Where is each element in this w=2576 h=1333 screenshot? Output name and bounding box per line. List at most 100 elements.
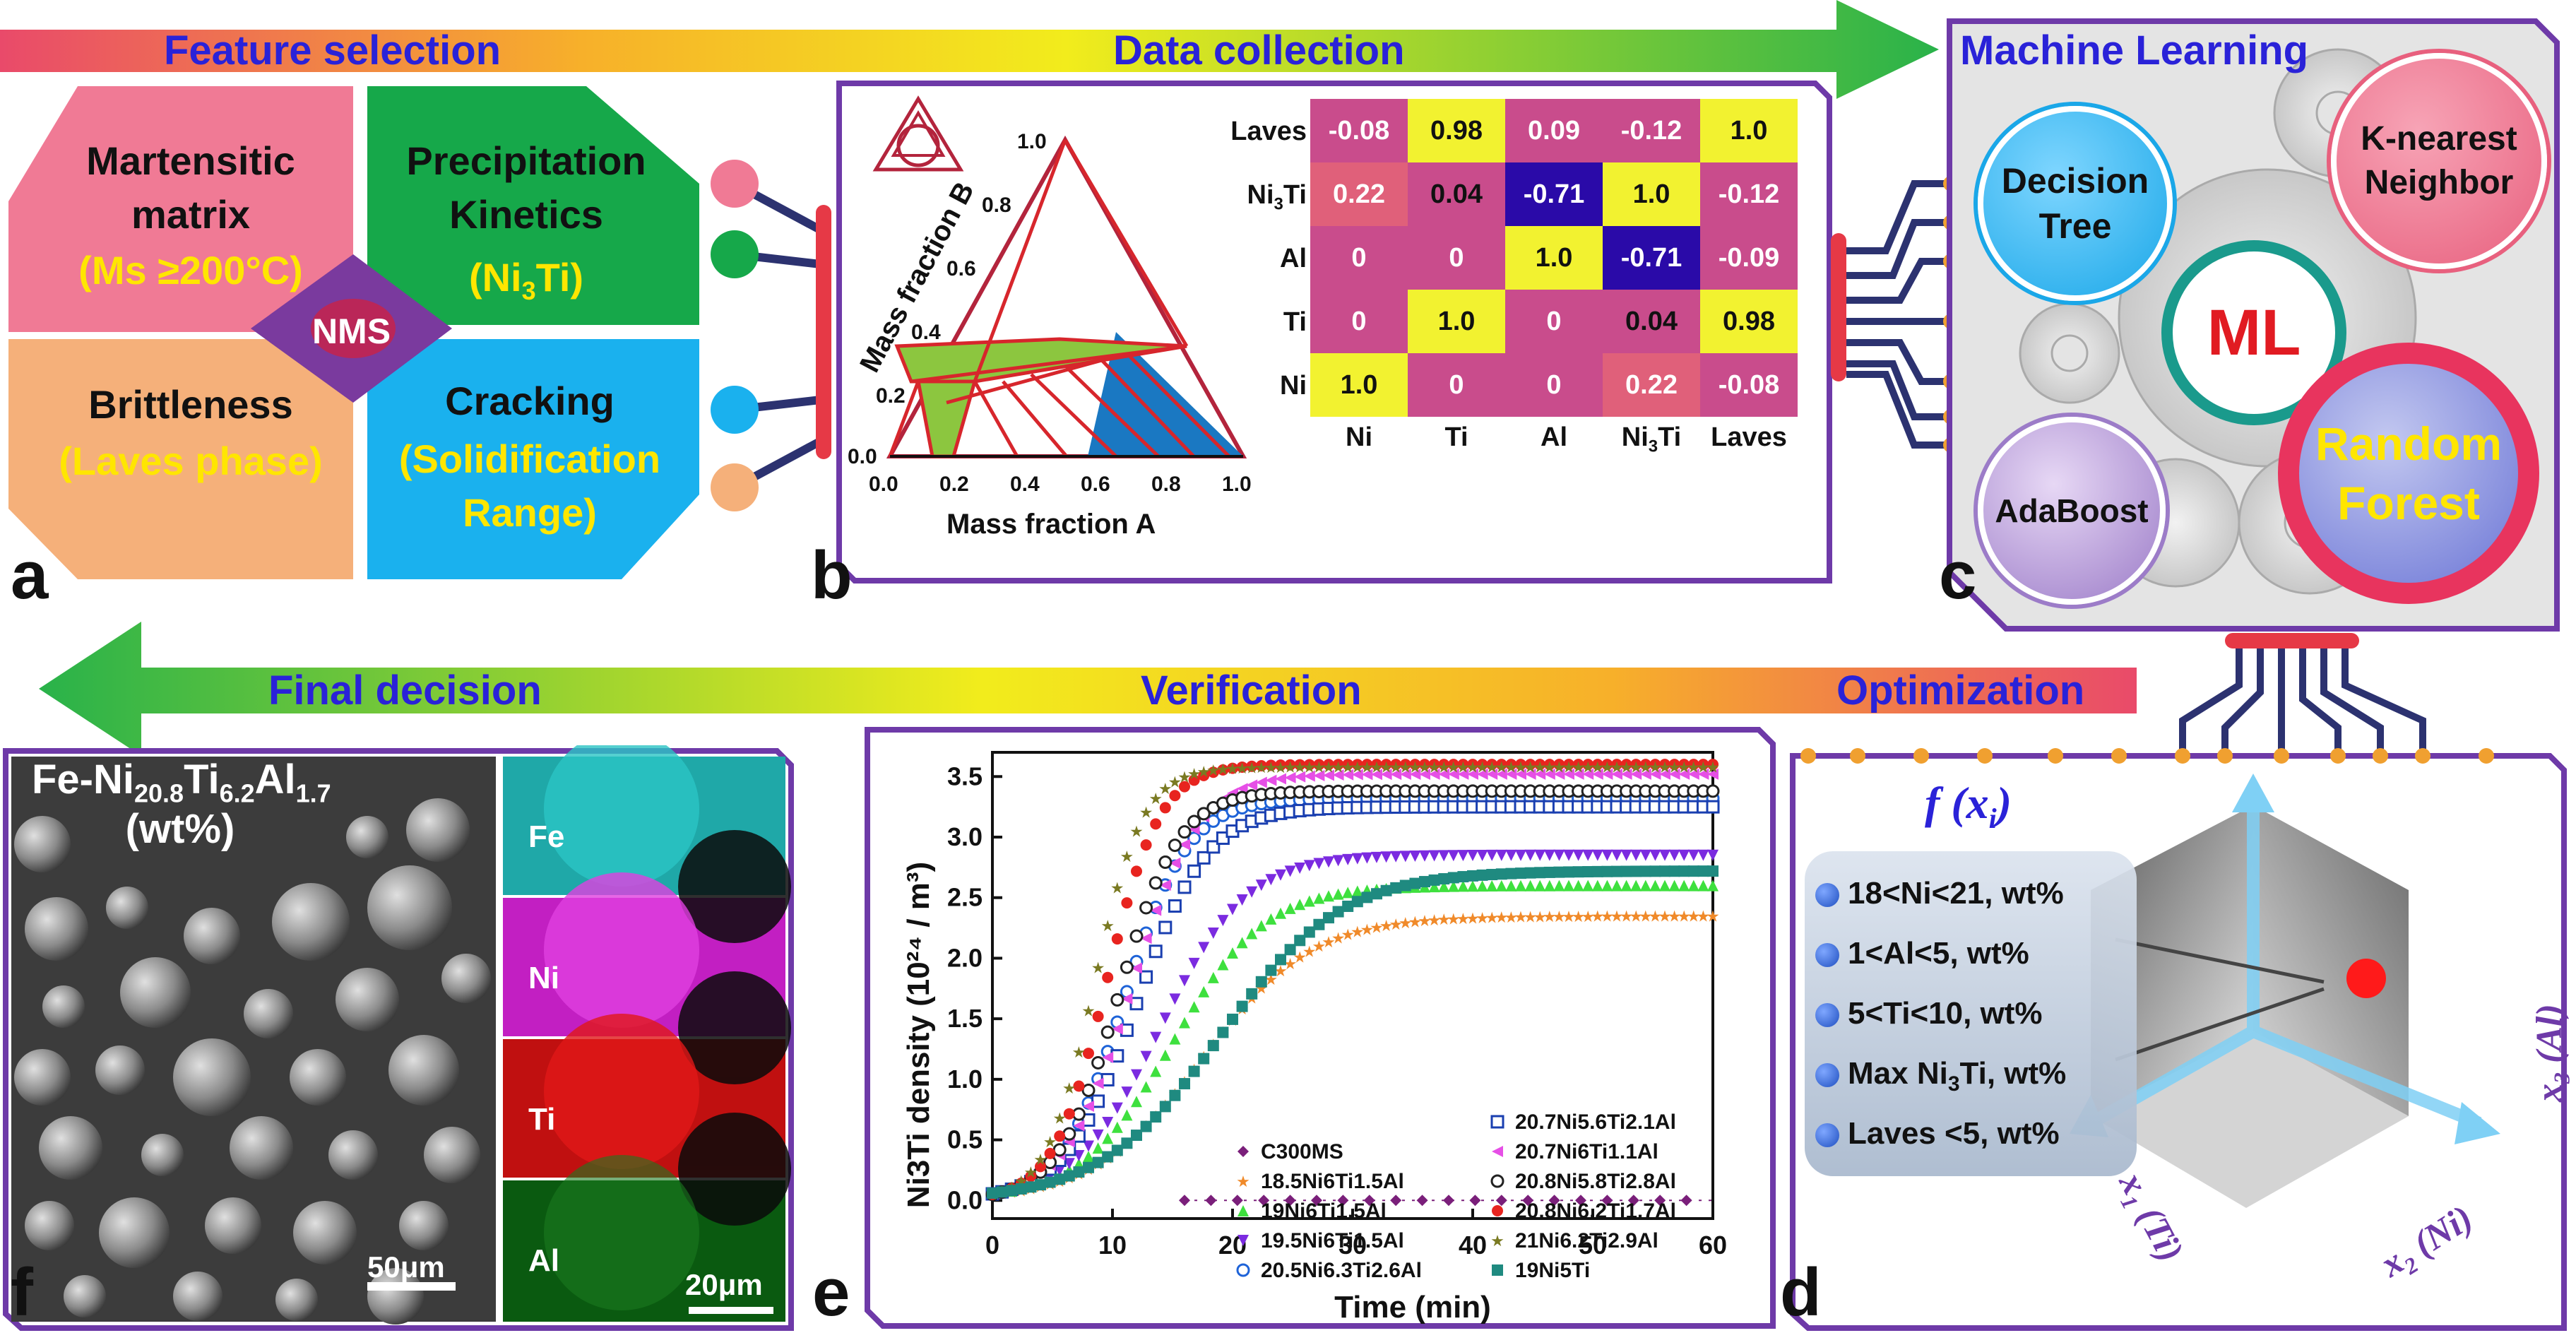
scale-label-right: 20μm: [685, 1268, 763, 1301]
series-marker: ★: [1245, 759, 1259, 776]
series-marker: [1303, 860, 1315, 872]
series-marker: ★: [1437, 911, 1451, 928]
series-marker: [1169, 1089, 1181, 1101]
series-marker: [1131, 865, 1142, 877]
series-marker: [1025, 1171, 1037, 1183]
series-marker: [1639, 849, 1651, 861]
series-marker: [1678, 879, 1690, 891]
series-marker: [1668, 865, 1680, 877]
series-marker: ★: [1351, 923, 1365, 941]
bottom-arrow: [39, 622, 2137, 756]
series-marker: [1158, 855, 1173, 869]
series-marker: ★: [1274, 962, 1288, 980]
series-marker: [1419, 759, 1430, 771]
series-marker: [1265, 774, 1277, 786]
series-marker: [1495, 759, 1507, 771]
series-marker: [1091, 1055, 1105, 1070]
series-marker: [1111, 933, 1123, 945]
series-marker: ★: [1562, 759, 1576, 776]
series-marker: [1591, 865, 1603, 877]
series-marker: [1131, 1096, 1142, 1108]
objective-function: f (xi): [1925, 778, 2012, 834]
series-marker: ★: [1677, 759, 1691, 776]
series-marker: [1188, 774, 1200, 786]
legend-label: 20.8Ni5.8Ti2.8Al: [1515, 1170, 1676, 1193]
bullet-icon: [1815, 883, 1839, 908]
martensitic-detail: (Ms ≥200°C): [78, 248, 303, 292]
ternary-xlabel: Mass fraction A: [946, 509, 1156, 540]
series-marker: [1611, 849, 1622, 861]
series-marker: [1678, 768, 1690, 780]
series-marker: [1668, 759, 1680, 771]
series-marker: [1563, 768, 1574, 780]
series-marker: [1428, 881, 1440, 893]
heatmap-cell: 1.0: [1408, 290, 1505, 353]
series-marker: [1591, 768, 1603, 780]
series-marker: ★: [1629, 759, 1643, 776]
series-marker: [1495, 768, 1507, 780]
series-marker: [1492, 1264, 1503, 1276]
series-marker: [1659, 849, 1670, 861]
series-marker: [1148, 876, 1163, 890]
series-marker: [1428, 768, 1440, 780]
heatmap-cell: 0.04: [1603, 290, 1700, 353]
series-marker: ★: [1428, 759, 1442, 776]
series-marker: [1687, 849, 1699, 861]
series-marker: [1447, 872, 1459, 884]
series-marker: ★: [1033, 1151, 1047, 1168]
series-marker: ★: [1447, 759, 1461, 776]
series-marker: ★: [1418, 759, 1432, 776]
series-marker: [1342, 853, 1354, 865]
series-marker: ★: [1495, 759, 1509, 776]
series-marker: ★: [1091, 959, 1105, 976]
series-marker: ★: [1043, 1133, 1057, 1151]
heatmap-cell: -0.71: [1603, 226, 1700, 290]
series-marker: [1522, 1195, 1534, 1207]
series-marker: ★: [1649, 908, 1663, 925]
series-marker: [1091, 1094, 1105, 1108]
series-marker: [1313, 858, 1325, 870]
series-marker: [1054, 1173, 1066, 1185]
final-decision-label: Final decision: [268, 668, 542, 713]
y-tick-label: 1.0: [947, 1065, 983, 1094]
random-forest-model: Random Forest: [2278, 343, 2539, 604]
brittleness-title: Brittleness: [88, 382, 293, 427]
map-label-ni: Ni: [528, 961, 559, 995]
feature-selection-label: Feature selection: [164, 28, 501, 73]
series-marker: [996, 1186, 1008, 1198]
series-marker: [1534, 849, 1546, 861]
series-marker: ★: [1677, 907, 1691, 925]
series-marker: [1419, 768, 1430, 780]
series-marker: [1601, 759, 1613, 771]
series-marker: ★: [1168, 773, 1182, 790]
series-marker: [1294, 935, 1306, 947]
series-marker: [1284, 771, 1296, 783]
series-marker: [1707, 759, 1719, 771]
series-marker: [1601, 768, 1613, 780]
series-marker: ★: [1476, 759, 1490, 776]
series-marker: [1169, 790, 1181, 802]
series-marker: ★: [1341, 926, 1355, 944]
cracking-detail: (Solidification Range): [398, 437, 661, 535]
series-marker: [1275, 869, 1286, 881]
cracking-octagon: [367, 339, 699, 579]
series-marker: [1216, 831, 1230, 845]
ytick: 0.2: [876, 384, 906, 408]
series-marker: [1323, 912, 1334, 924]
series-marker: ★: [1562, 908, 1576, 925]
heatmap-row-label: Ni3Ti: [1247, 180, 1307, 214]
series-marker: ★: [1408, 759, 1423, 776]
series-marker: [1707, 865, 1719, 877]
series-marker: [1697, 865, 1709, 877]
series-marker: [1187, 864, 1201, 878]
series-marker: ★: [1706, 907, 1720, 925]
series-marker: ★: [1293, 948, 1307, 966]
series-marker: [1332, 906, 1344, 918]
series-marker: [1668, 879, 1680, 891]
series-marker: [1092, 1010, 1104, 1022]
series-marker: [1457, 759, 1469, 771]
legend-label: 19Ni5Ti: [1515, 1259, 1590, 1282]
series-marker: [1409, 877, 1421, 889]
verification-label: Verification: [1141, 668, 1362, 713]
